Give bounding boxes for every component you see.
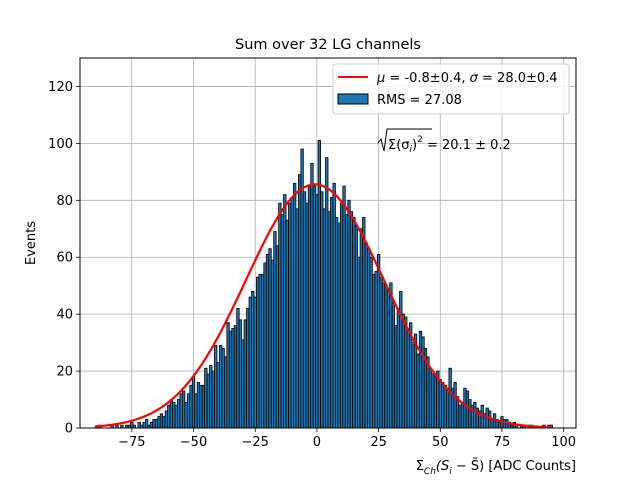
legend: μ = -0.8±0.4, σ = 28.0±0.4 RMS = 27.08 (332, 63, 570, 115)
annotation-sum-sigma: Σ(σi)2 = 20.1 ± 0.2 (377, 128, 511, 155)
x-tick-label: 75 (494, 435, 511, 450)
legend-fit-rest-2: = 28.0±0.4 (478, 71, 558, 86)
legend-fit-sigma: σ (470, 71, 479, 86)
x-axis-label-rest: − S̄) [ADC Counts] (452, 459, 576, 474)
x-tick-label: −75 (118, 435, 145, 450)
y-axis-label: Events (24, 221, 39, 265)
plot-frame (79, 57, 577, 429)
legend-fit-mu: μ (376, 71, 385, 86)
annotation-value: = 20.1 ± 0.2 (423, 138, 511, 153)
y-tick-label: 100 (48, 137, 73, 152)
y-tick-label: 120 (48, 80, 73, 95)
annotation-text: Σ(σi)2 = 20.1 ± 0.2 (388, 135, 511, 155)
x-tick-label: 100 (551, 435, 576, 450)
axis-ticks: −75 −50 −25 0 25 50 75 100 0 20 40 60 80 100 120 (48, 80, 576, 450)
y-tick-label: 60 (56, 251, 73, 266)
legend-fit-rest-1: = -0.8±0.4, (385, 71, 469, 86)
x-tick-label: −50 (180, 435, 207, 450)
x-axis-label-sigma: Σ (416, 459, 424, 474)
x-axis-label-sub-i: i (449, 467, 452, 477)
x-tick-label: 25 (370, 435, 387, 450)
legend-box (332, 63, 570, 115)
x-tick-label: 0 (313, 435, 321, 450)
y-tick-label: 80 (56, 194, 73, 209)
annotation-close: ) (412, 138, 417, 153)
fit-curve-layer (94, 183, 552, 429)
sqrt-sign (377, 128, 432, 152)
x-tick-label: 50 (432, 435, 449, 450)
x-axis-label-mid: (S (436, 459, 449, 474)
chart-title: Sum over 32 LG channels (235, 37, 421, 53)
annotation-sub-i: i (410, 145, 413, 155)
gaussian-fit-line (94, 183, 552, 429)
legend-fit-label: μ = -0.8±0.4, σ = 28.0±0.4 (376, 71, 558, 86)
annotation-sup-2: 2 (417, 135, 423, 145)
y-tick-label: 20 (56, 365, 73, 380)
y-tick-label: 0 (65, 422, 73, 437)
x-axis-label-sub-ch: Ch (424, 467, 436, 477)
y-tick-label: 40 (56, 308, 73, 323)
legend-hist-label: RMS = 27.08 (377, 93, 462, 108)
x-axis-label: ΣCh(Si − S̄) [ADC Counts] (416, 459, 576, 477)
legend-hist-swatch (337, 93, 369, 105)
annotation-sum: Σ(σ (388, 138, 410, 153)
x-tick-label: −25 (241, 435, 268, 450)
